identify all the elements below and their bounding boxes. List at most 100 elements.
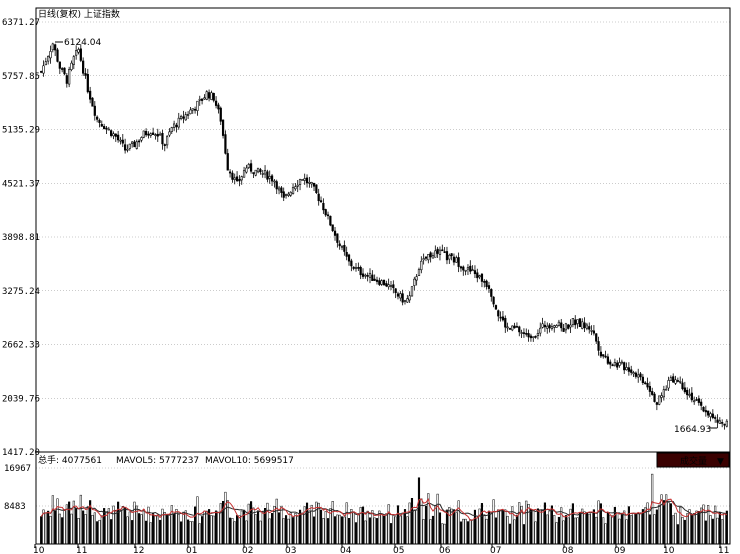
mavol5-label: MAVOL5: 5777237: [116, 456, 199, 466]
candle-body: [68, 69, 71, 85]
candle-body: [415, 276, 418, 281]
candle-body: [452, 256, 456, 263]
volume-bar: [602, 517, 605, 545]
candle-body: [268, 176, 271, 179]
candle-body: [212, 93, 215, 101]
volume-bar: [408, 502, 411, 545]
volume-bar: [261, 511, 264, 545]
volume-bar: [184, 510, 187, 545]
volume-bar: [366, 510, 369, 545]
time-axis-labels: 10 11 12 01 02 03 04 05 06 07 08 09 10 11: [33, 544, 729, 554]
candle-body: [112, 133, 115, 137]
volume-bar: [564, 515, 567, 545]
candle-body: [480, 273, 484, 282]
volume-bar: [357, 513, 360, 545]
candle-body: [340, 245, 344, 248]
volume-bar: [233, 521, 236, 545]
volume-bar: [373, 517, 376, 545]
candle-body: [287, 193, 290, 196]
volume-bar: [436, 493, 439, 545]
volume-bar: [417, 477, 421, 545]
volume-bar: [723, 512, 726, 545]
candle-body: [371, 274, 374, 281]
candle-body: [611, 364, 614, 367]
candle-body: [704, 410, 707, 413]
volume-bar: [49, 515, 52, 545]
candle-body: [256, 167, 260, 173]
candle-body: [96, 116, 99, 120]
candle-body: [382, 279, 386, 286]
volume-bar: [287, 518, 290, 545]
candle-body: [564, 323, 568, 331]
candle-body: [718, 420, 721, 424]
candle-body: [238, 179, 241, 182]
candle-body: [368, 272, 372, 278]
candle-body: [203, 97, 206, 100]
volume-bar: [44, 512, 47, 545]
candle-body: [310, 182, 313, 185]
volume-bar: [128, 511, 131, 545]
candle-body: [343, 245, 346, 252]
price-panel-frame: [35, 7, 731, 453]
candle-body: [459, 266, 463, 269]
volume-bar: [695, 510, 698, 545]
candle-body: [282, 191, 285, 198]
volume-bar: [641, 509, 644, 545]
price-tick-label: 2039.76: [2, 394, 40, 404]
volume-bar: [546, 514, 549, 545]
candle-body: [252, 172, 255, 174]
candle-body: [319, 200, 323, 203]
candle-body: [354, 267, 358, 269]
volume-bar: [501, 509, 505, 545]
volume-bar: [396, 505, 400, 545]
volume-bar: [173, 514, 176, 545]
candle-body: [364, 274, 367, 277]
volume-bar: [96, 521, 99, 545]
volume-bar: [413, 509, 416, 545]
candle-body: [487, 285, 491, 289]
volume-bar: [70, 513, 73, 545]
volume-bar: [422, 519, 425, 545]
candle-body: [427, 254, 430, 261]
price-candles: [40, 42, 728, 430]
candle-body: [144, 131, 148, 136]
volume-bar: [424, 505, 428, 545]
volume-bar: [389, 523, 393, 545]
candle-body: [191, 108, 194, 111]
candle-body: [590, 330, 593, 332]
candle-body: [513, 325, 516, 329]
high-annotation: 6124.04: [64, 38, 101, 48]
candle-body: [714, 417, 717, 419]
volume-bar: [294, 513, 297, 545]
candle-body: [142, 130, 145, 138]
candle-body: [79, 48, 82, 61]
volume-bar: [75, 508, 78, 545]
candle-body: [172, 123, 176, 128]
volume-bar: [100, 515, 103, 545]
volume-indicator-tab[interactable]: 成交量 ▼: [656, 452, 730, 468]
volume-bar: [452, 509, 456, 545]
volume-bar: [315, 501, 318, 545]
candle-body: [189, 109, 192, 115]
volume-bar: [658, 504, 661, 545]
volume-bar: [429, 519, 432, 545]
candle-body: [154, 134, 157, 136]
candle-body: [254, 169, 257, 176]
volume-bar: [198, 523, 201, 545]
candle-body: [609, 361, 612, 365]
candle-body: [289, 191, 292, 196]
volume-bar: [466, 521, 470, 545]
volume-bar: [91, 514, 94, 545]
candle-body: [128, 143, 131, 149]
volume-bar: [336, 514, 339, 545]
candle-body: [672, 376, 675, 383]
candle-body: [331, 224, 334, 231]
volume-bar: [229, 517, 232, 545]
candle-body: [618, 362, 621, 366]
candle-body: [553, 325, 556, 328]
candle-body: [158, 133, 162, 136]
volume-bar: [352, 511, 355, 545]
candle-body: [193, 108, 197, 111]
candle-body: [504, 317, 507, 328]
candle-body: [592, 330, 596, 334]
